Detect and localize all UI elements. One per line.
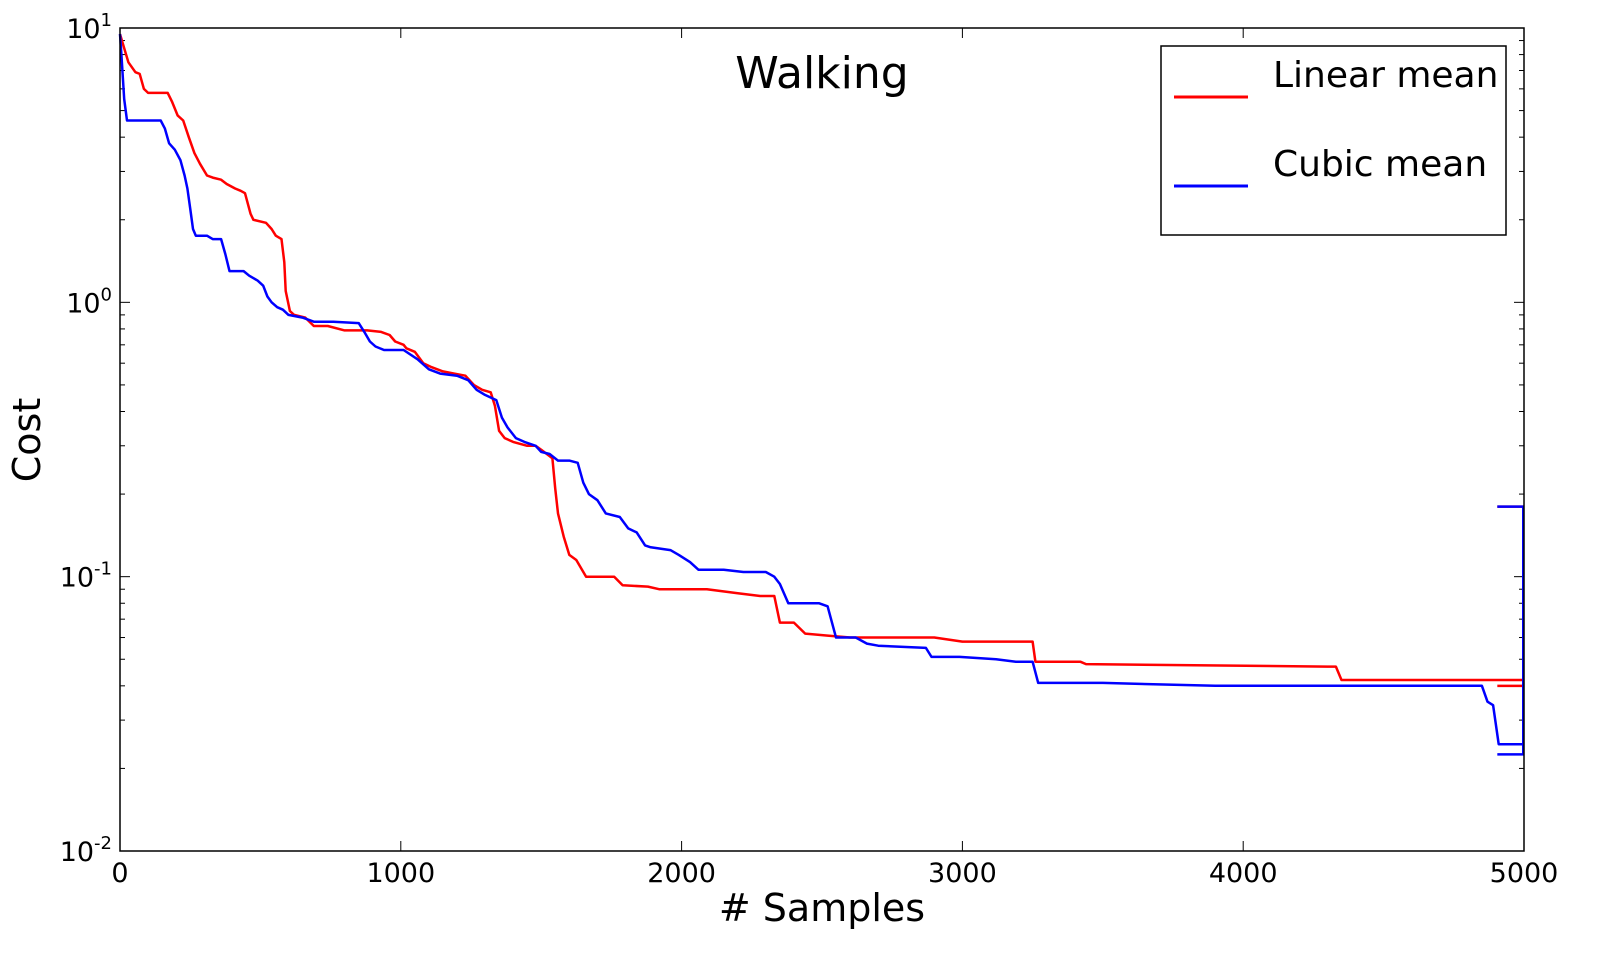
- x-tick-label: 2000: [647, 858, 716, 889]
- x-tick-label: 4000: [1209, 858, 1278, 889]
- x-tick-label: 1000: [366, 858, 435, 889]
- x-tick-label: 3000: [928, 858, 997, 889]
- y-tick-label: 100: [66, 284, 112, 319]
- series-line-linear-mean: [118, 33, 1524, 682]
- x-tick-label: 5000: [1490, 858, 1559, 889]
- y-axis-title: Cost: [5, 398, 49, 482]
- legend-box: [1160, 45, 1507, 236]
- y-tick-label: 10-1: [60, 559, 112, 594]
- legend: Linear mean Cubic mean: [1160, 45, 1507, 236]
- y-tick-labels: 10-2 10-1 100 101: [60, 10, 112, 868]
- series-line-cubic-mean: [118, 34, 1524, 746]
- legend-label-linear-mean: Linear mean: [1273, 55, 1498, 96]
- x-axis-title: # Samples: [719, 886, 925, 930]
- legend-label-cubic-mean: Cubic mean: [1273, 144, 1487, 185]
- series-lines: [118, 33, 1524, 756]
- y-tick-label: 101: [66, 10, 112, 45]
- y-tick-label: 10-2: [60, 833, 112, 868]
- x-tick-labels: 0 1000 2000 3000 4000 5000: [111, 858, 1558, 889]
- x-tick-label: 0: [111, 858, 128, 889]
- chart-title: Walking: [735, 48, 908, 99]
- plot-area-frame: [119, 27, 1525, 852]
